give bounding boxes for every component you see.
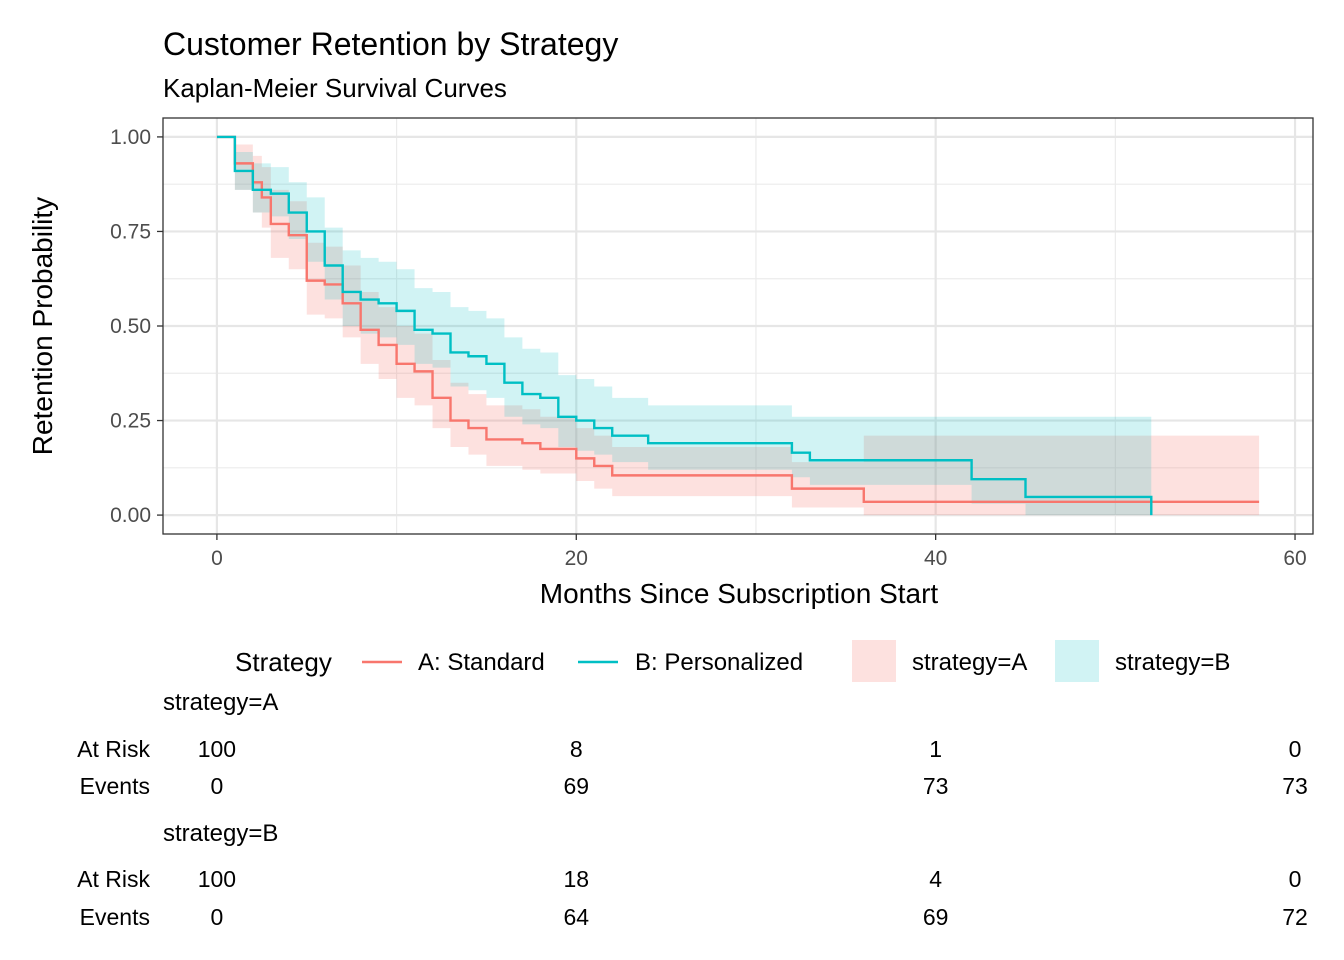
legend-label-a: A: Standard xyxy=(418,649,545,676)
legend-title: Strategy xyxy=(235,647,332,677)
y-tick-label-3: 0.75 xyxy=(110,220,151,243)
ci-band-b xyxy=(216,136,1152,516)
events-value-b-0: 0 xyxy=(211,904,224,930)
at-risk-value-a-0: 100 xyxy=(198,736,236,762)
risk-row-label-events-b: Events xyxy=(80,904,150,930)
ci-band-a xyxy=(216,136,1260,516)
risk-row-label-events-a: Events xyxy=(80,773,150,799)
y-axis-title: Retention Probability xyxy=(27,197,58,455)
risk-group-a-title: strategy=A xyxy=(163,689,278,716)
chart-title: Customer Retention by Strategy xyxy=(163,26,618,62)
x-tick-label-3: 60 xyxy=(1283,547,1306,570)
events-value-a-3: 73 xyxy=(1282,773,1308,799)
at-risk-value-b-1: 18 xyxy=(563,866,589,892)
gridlines xyxy=(163,118,1313,534)
legend-fill-a xyxy=(852,640,896,682)
chart-subtitle: Kaplan-Meier Survival Curves xyxy=(163,73,507,103)
survival-curves xyxy=(216,135,1260,516)
confidence-bands xyxy=(216,136,1260,516)
risk-values-a: 100 0 8 69 1 73 0 73 xyxy=(198,736,1308,799)
legend-fill-label-a: strategy=A xyxy=(912,649,1027,676)
y-tick-label-2: 0.50 xyxy=(110,315,151,338)
events-value-a-2: 73 xyxy=(923,773,949,799)
at-risk-value-a-2: 1 xyxy=(929,736,942,762)
x-tick-label-0: 0 xyxy=(211,547,223,570)
at-risk-value-a-3: 0 xyxy=(1289,736,1302,762)
events-value-b-1: 64 xyxy=(563,904,589,930)
risk-row-label-at-risk-a: At Risk xyxy=(77,736,150,762)
survival-line-b xyxy=(216,135,1153,516)
x-axis-ticks: 0 20 40 60 xyxy=(211,534,1307,570)
at-risk-value-b-0: 100 xyxy=(198,866,236,892)
legend: Strategy A: Standard B: Personalized str… xyxy=(235,640,1230,682)
legend-label-b: B: Personalized xyxy=(635,649,803,676)
at-risk-value-a-1: 8 xyxy=(570,736,583,762)
x-axis-title: Months Since Subscription Start xyxy=(540,578,939,609)
risk-table: strategy=A At Risk Events 1000869173073 … xyxy=(77,689,1308,930)
survival-line-a xyxy=(216,135,1260,504)
y-axis-ticks: 0.00 0.25 0.50 0.75 1.00 xyxy=(110,126,163,527)
events-value-a-1: 69 xyxy=(563,773,589,799)
at-risk-value-b-3: 0 xyxy=(1289,866,1302,892)
x-tick-label-2: 40 xyxy=(924,547,947,570)
legend-fill-b xyxy=(1055,640,1099,682)
y-tick-label-4: 1.00 xyxy=(110,126,151,149)
events-value-b-3: 72 xyxy=(1282,904,1308,930)
y-tick-label-1: 0.25 xyxy=(110,410,151,433)
risk-row-label-at-risk-b: At Risk xyxy=(77,866,150,892)
y-tick-label-0: 0.00 xyxy=(110,504,151,527)
x-tick-label-1: 20 xyxy=(565,547,588,570)
risk-values-b: 100 0 18 64 4 69 0 72 xyxy=(198,866,1308,930)
legend-fill-label-b: strategy=B xyxy=(1115,649,1230,676)
events-value-a-0: 0 xyxy=(211,773,224,799)
events-value-b-2: 69 xyxy=(923,904,949,930)
at-risk-value-b-2: 4 xyxy=(929,866,942,892)
risk-group-b-title: strategy=B xyxy=(163,820,278,847)
